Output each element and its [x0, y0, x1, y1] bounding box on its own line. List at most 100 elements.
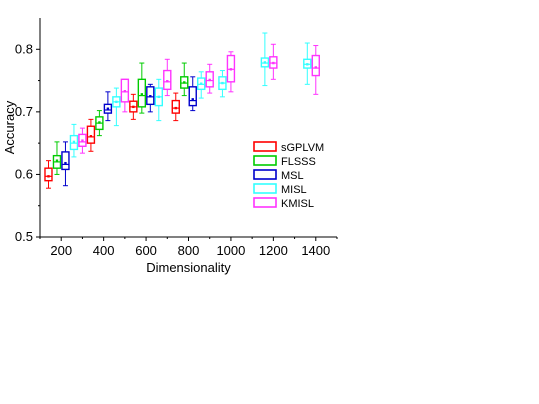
legend-swatch [253, 141, 277, 152]
mean-marker [200, 82, 203, 85]
mean-marker [89, 135, 93, 138]
box-kmisl-1000 [226, 51, 236, 93]
mean-marker [221, 81, 224, 85]
legend-label: FLSSS [281, 156, 316, 168]
y-tick-label: 0.7 [15, 104, 33, 119]
legend-label: KMISL [281, 198, 314, 210]
box-iqr [260, 57, 270, 68]
box-kmisl-700 [163, 58, 172, 97]
box-misl-1360 [303, 42, 312, 85]
legend-label: MISL [281, 184, 307, 196]
box-iqr [197, 77, 206, 91]
box-msl-420 [103, 91, 113, 122]
mean-marker [191, 98, 194, 101]
x-tick-label: 800 [178, 243, 200, 258]
box-kmisl-1200 [269, 43, 278, 80]
legend-label: MSL [281, 170, 304, 182]
box-misl-1160 [260, 32, 270, 87]
mean-marker [183, 81, 186, 84]
box-misl-660 [154, 78, 164, 122]
legend-swatch [253, 197, 277, 208]
box-iqr [163, 69, 172, 91]
mean-marker [115, 100, 118, 104]
legend-swatch [253, 169, 277, 180]
mean-marker [229, 68, 233, 71]
box-flsss-180 [52, 141, 62, 175]
x-tick-label: 1200 [259, 243, 288, 258]
mean-marker [272, 61, 275, 65]
box-flsss-780 [180, 62, 189, 97]
y-tick-label: 0.6 [15, 166, 33, 181]
box-iqr [171, 99, 180, 114]
box-iqr [69, 134, 79, 151]
mean-marker [157, 95, 160, 99]
mean-marker [106, 107, 110, 110]
x-tick-label: 1000 [216, 243, 245, 258]
mean-marker [123, 90, 127, 93]
box-iqr [103, 103, 113, 114]
box-flsss-380 [95, 110, 104, 137]
series-flsss [52, 62, 189, 175]
legend-item-msl: MSL [253, 169, 304, 182]
box-iqr [137, 78, 147, 108]
box-kmisl-900 [205, 63, 214, 94]
y-tick-label: 0.5 [15, 229, 33, 244]
mean-marker [166, 79, 169, 83]
mean-marker [140, 93, 144, 96]
legend-item-sgplvm: sGPLVM [253, 141, 324, 154]
box-misl-460 [112, 87, 121, 127]
x-axis-title: Dimensionality [146, 260, 231, 275]
mean-marker [208, 78, 211, 82]
plot-area [44, 32, 320, 189]
box-sgplvm-340 [86, 118, 96, 152]
box-iqr [226, 54, 236, 83]
x-tick-label: 400 [93, 243, 115, 258]
box-iqr [86, 125, 96, 144]
box-iqr [303, 58, 312, 69]
box-iqr [146, 86, 155, 106]
box-iqr [78, 133, 87, 147]
series-msl [61, 76, 197, 187]
legend: sGPLVM FLSSS MSL MISL KMISL [253, 141, 324, 210]
mean-marker [263, 61, 267, 64]
box-misl-860 [197, 71, 206, 99]
box-sgplvm-140 [44, 160, 53, 189]
mean-marker [47, 175, 50, 178]
legend-label: sGPLVM [281, 142, 324, 154]
mean-marker [64, 161, 67, 165]
box-iqr [205, 71, 214, 88]
box-sgplvm-540 [129, 93, 138, 120]
box-msl-220 [61, 141, 70, 187]
mean-marker [132, 105, 135, 109]
series-misl [69, 32, 312, 158]
mean-marker [55, 159, 59, 162]
box-iqr [180, 76, 189, 89]
box-misl-960 [218, 70, 227, 98]
x-tick-label: 200 [50, 243, 72, 258]
box-iqr [44, 167, 53, 182]
series-kmisl [78, 43, 320, 154]
box-kmisl-500 [120, 78, 130, 113]
legend-item-misl: MISL [253, 183, 307, 196]
legend-swatch [253, 183, 277, 194]
x-tick-label: 600 [135, 243, 157, 258]
axes: 200 400 600 800 1000 1200 1400 0.5 0.6 0.7 0.8 [15, 18, 338, 258]
mean-marker [174, 106, 177, 110]
mean-marker [306, 63, 309, 66]
box-kmisl-300 [78, 127, 87, 154]
mean-marker [314, 66, 317, 69]
x-tick-label: 1400 [301, 243, 330, 258]
series-sgplvm [44, 92, 180, 189]
box-sgplvm-740 [171, 92, 180, 122]
box-msl-820 [188, 76, 197, 112]
box-iqr [188, 86, 197, 107]
y-tick-label: 0.8 [15, 41, 33, 56]
box-iqr [311, 54, 320, 77]
mean-marker [81, 139, 84, 142]
box-iqr [120, 78, 130, 103]
mean-marker [98, 121, 101, 124]
legend-item-flsss: FLSSS [253, 155, 316, 168]
box-misl-260 [69, 123, 79, 158]
mean-marker [72, 140, 76, 144]
